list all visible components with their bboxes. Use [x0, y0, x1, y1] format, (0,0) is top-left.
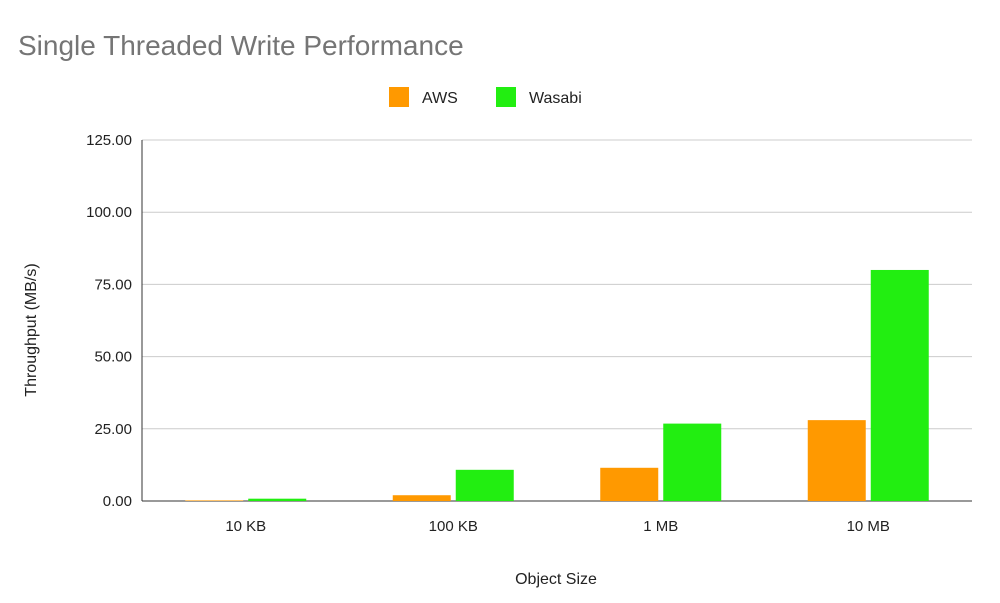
- bars: [185, 269, 929, 501]
- bar-aws-10mb[interactable]: [807, 420, 866, 501]
- x-axis-label: Object Size: [515, 571, 597, 588]
- legend-item-wasabi[interactable]: Wasabi: [496, 87, 582, 107]
- y-tick-label: 75.00: [94, 276, 132, 293]
- legend-item-aws[interactable]: AWS: [389, 87, 458, 107]
- y-tick-label: 100.00: [86, 204, 132, 221]
- bar-wasabi-100kb[interactable]: [455, 469, 514, 501]
- x-tick-label: 1 MB: [643, 518, 678, 535]
- x-tick-label: 10 KB: [225, 518, 266, 535]
- y-tick-label: 50.00: [94, 349, 132, 366]
- legend-label-aws: AWS: [422, 90, 458, 107]
- legend-swatch-aws: [389, 87, 409, 107]
- bar-aws-10kb[interactable]: [185, 500, 244, 501]
- bar-aws-1mb[interactable]: [600, 467, 659, 501]
- bar-aws-100kb[interactable]: [392, 495, 451, 501]
- x-tick-label: 10 MB: [847, 518, 890, 535]
- x-axis-ticks: 10 KB 100 KB 1 MB 10 MB: [225, 518, 890, 535]
- legend-label-wasabi: Wasabi: [529, 90, 582, 107]
- legend-swatch-wasabi: [496, 87, 516, 107]
- bar-wasabi-1mb[interactable]: [663, 423, 722, 501]
- legend: AWS Wasabi: [389, 87, 582, 107]
- bar-wasabi-10kb[interactable]: [248, 498, 307, 501]
- x-tick-label: 100 KB: [429, 518, 478, 535]
- y-tick-label: 25.00: [94, 421, 132, 438]
- bar-wasabi-10mb[interactable]: [870, 269, 929, 501]
- y-tick-label: 0.00: [103, 493, 132, 510]
- y-axis-label: Throughput (MB/s): [23, 263, 40, 396]
- chart-title: Single Threaded Write Performance: [18, 30, 464, 61]
- y-axis-ticks: 0.00 25.00 50.00 75.00 100.00 125.00: [86, 132, 132, 510]
- y-tick-label: 125.00: [86, 132, 132, 149]
